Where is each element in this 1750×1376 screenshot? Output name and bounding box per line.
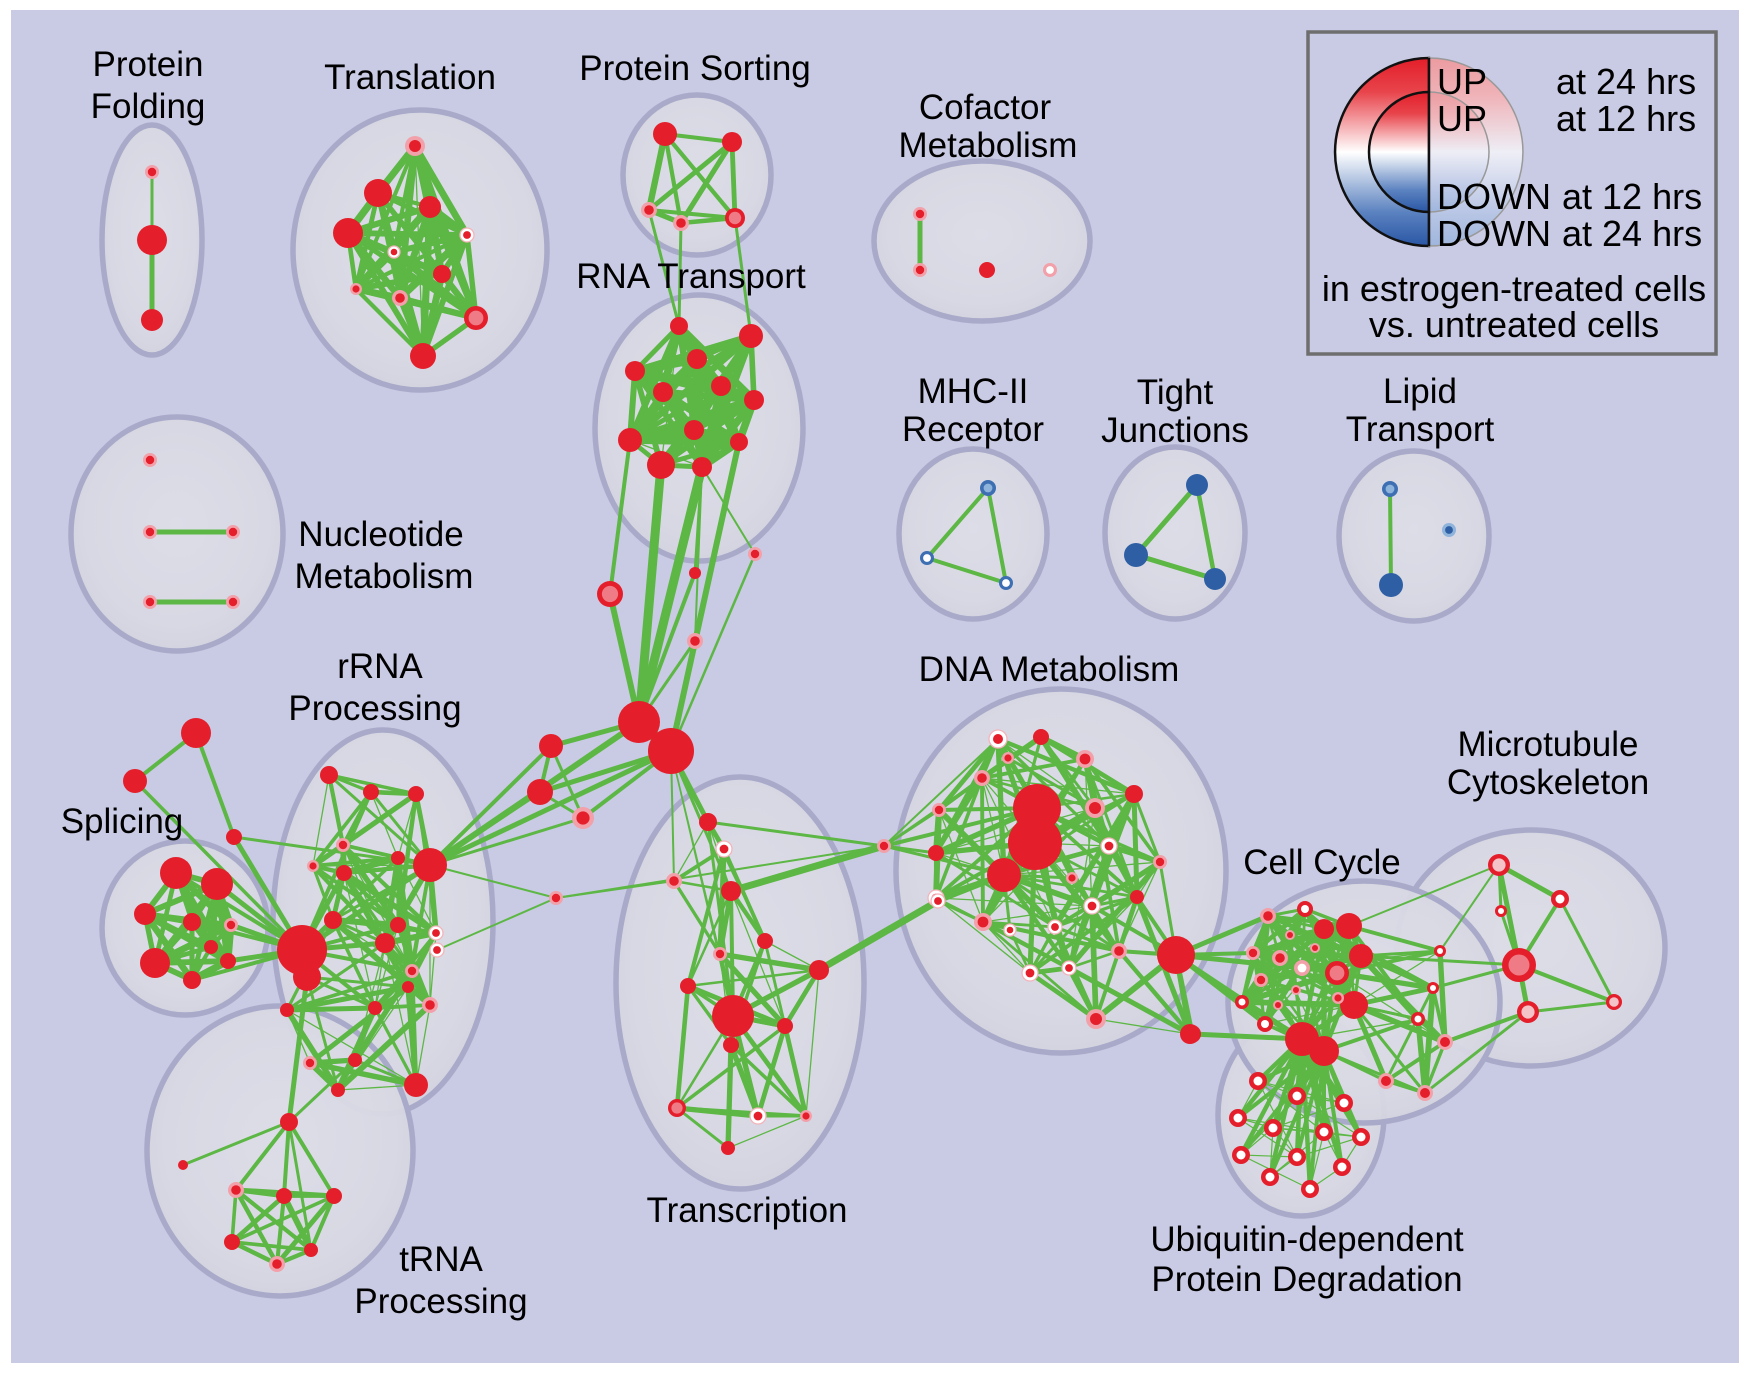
svg-text:Splicing: Splicing [61,802,184,841]
svg-text:Tight: Tight [1137,373,1214,412]
svg-text:in estrogen-treated cells: in estrogen-treated cells [1322,268,1706,309]
svg-text:Transport: Transport [1346,410,1495,449]
svg-text:Processing: Processing [288,689,461,728]
svg-text:Lipid: Lipid [1383,372,1457,411]
svg-text:Cofactor: Cofactor [919,88,1052,127]
svg-text:at 12 hrs: at 12 hrs [1562,176,1702,217]
svg-text:DNA Metabolism: DNA Metabolism [919,650,1180,689]
svg-text:Processing: Processing [354,1282,527,1321]
svg-text:at 24 hrs: at 24 hrs [1562,213,1702,254]
svg-text:Folding: Folding [91,87,206,126]
svg-text:Cell Cycle: Cell Cycle [1243,843,1401,882]
svg-text:DOWN: DOWN [1437,213,1551,254]
svg-text:Ubiquitin-dependent: Ubiquitin-dependent [1150,1220,1464,1259]
svg-text:Nucleotide: Nucleotide [298,515,463,554]
svg-text:Metabolism: Metabolism [295,557,474,596]
svg-text:Transcription: Transcription [647,1191,848,1230]
svg-text:tRNA: tRNA [399,1240,483,1279]
svg-text:vs. untreated cells: vs. untreated cells [1369,304,1659,345]
svg-text:at 24 hrs: at 24 hrs [1556,61,1696,102]
svg-text:Microtubule: Microtubule [1458,725,1639,764]
svg-text:UP: UP [1437,61,1487,102]
svg-text:Metabolism: Metabolism [899,126,1078,165]
svg-text:MHC-II: MHC-II [918,372,1029,411]
svg-text:Receptor: Receptor [902,410,1044,449]
svg-text:Protein Degradation: Protein Degradation [1151,1260,1462,1299]
svg-text:DOWN: DOWN [1437,176,1551,217]
svg-text:Cytoskeleton: Cytoskeleton [1447,763,1649,802]
svg-text:Translation: Translation [324,58,496,97]
svg-text:UP: UP [1437,98,1487,139]
svg-text:Junctions: Junctions [1101,411,1249,450]
svg-text:RNA Transport: RNA Transport [576,257,806,296]
svg-text:at 12 hrs: at 12 hrs [1556,98,1696,139]
svg-text:Protein: Protein [93,45,204,84]
svg-text:Protein Sorting: Protein Sorting [579,49,811,88]
svg-text:rRNA: rRNA [337,647,423,686]
